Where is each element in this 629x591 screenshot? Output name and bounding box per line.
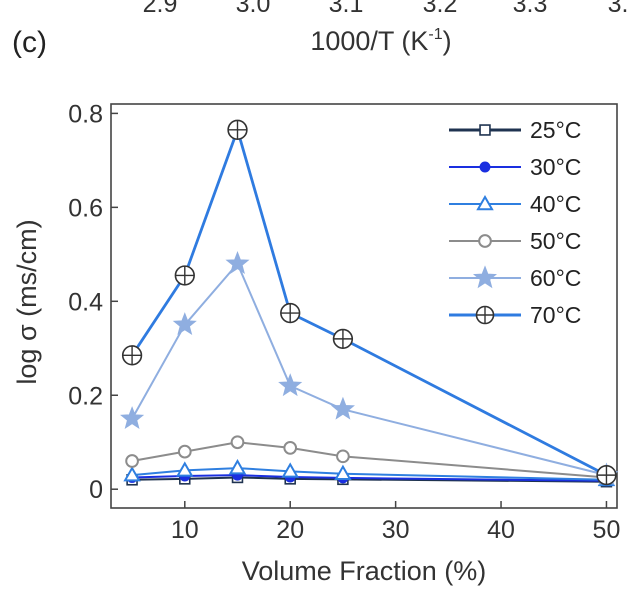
data-point [334, 464, 352, 480]
legend-entry: 40°C [449, 191, 581, 217]
legend-marker [476, 194, 494, 211]
y-axis-label: log σ (ms/cm) [12, 219, 42, 384]
series-70°C [121, 119, 617, 486]
legend-label: 60°C [530, 265, 581, 291]
legend-label: 25°C [530, 117, 581, 143]
series-line [132, 476, 607, 483]
x-tick-label: 10 [171, 516, 199, 544]
x-axis-label: Volume Fraction (%) [242, 556, 487, 586]
series-line [131, 467, 607, 481]
legend-entry: 50°C [449, 228, 581, 254]
legend-entry: 60°C [449, 265, 581, 291]
legend-marker [479, 124, 491, 136]
data-point [225, 251, 250, 274]
top-tick-label: 3.2 [423, 0, 458, 18]
y-tick-label: 0.6 [68, 194, 103, 222]
legend-label: 40°C [530, 191, 581, 217]
data-point [278, 373, 303, 397]
legend-entry: 30°C [449, 154, 581, 180]
legend-label: 50°C [530, 228, 581, 254]
legend-marker [478, 234, 492, 248]
legend-marker [479, 161, 491, 173]
data-point [176, 461, 194, 477]
x-tick-label: 30 [382, 516, 410, 544]
plot-frame [110, 103, 618, 509]
top-axis-label: 1000/T (K-1) [310, 26, 451, 56]
data-point [228, 459, 247, 475]
data-point [120, 406, 145, 429]
series-40°C [123, 459, 616, 487]
y-tick-label: 0.8 [68, 100, 103, 128]
legend-marker [472, 265, 498, 289]
legend-entry: 70°C [449, 302, 581, 328]
series-line [131, 441, 607, 479]
top-strip: 2.9 3.0 3.1 3.2 3.3 3.4 1000/T (K-1) [143, 0, 629, 56]
legend-label: 70°C [530, 302, 581, 328]
top-tick-label: 3.0 [236, 0, 271, 18]
axes-ticks: 10 20 30 40 50 0 0.2 0.4 0.6 0.8 [68, 100, 620, 544]
panel-label: (c) [12, 26, 47, 59]
data-point [125, 454, 139, 468]
y-tick-label: 0.2 [68, 382, 103, 410]
legend-label: 30°C [530, 154, 581, 180]
x-tick-label: 40 [487, 516, 515, 544]
top-tick-label: 3.1 [329, 0, 364, 18]
legend: 25°C 30°C 40°C 50°C 60°C 70°C [449, 117, 581, 328]
data-point [336, 449, 350, 464]
data-point [230, 435, 245, 450]
data-point [330, 396, 355, 420]
legend-entry: 25°C [449, 117, 581, 143]
x-tick-label: 20 [276, 516, 304, 544]
top-tick-label: 3.3 [513, 0, 548, 18]
series-60°C [120, 251, 619, 486]
top-tick-label: 2.9 [143, 0, 178, 18]
data-point [281, 462, 299, 478]
data-point [283, 441, 298, 455]
x-tick-label: 50 [593, 516, 621, 544]
y-tick-label: 0.4 [68, 288, 103, 316]
data-point [177, 444, 192, 459]
series-line [132, 474, 607, 482]
data-point [123, 466, 141, 482]
y-tick-label: 0 [89, 476, 103, 504]
top-tick-label: 3.4 [608, 0, 629, 18]
series-layer [120, 119, 619, 488]
series-line [131, 261, 607, 477]
series-line [130, 125, 608, 477]
data-point [172, 312, 197, 336]
